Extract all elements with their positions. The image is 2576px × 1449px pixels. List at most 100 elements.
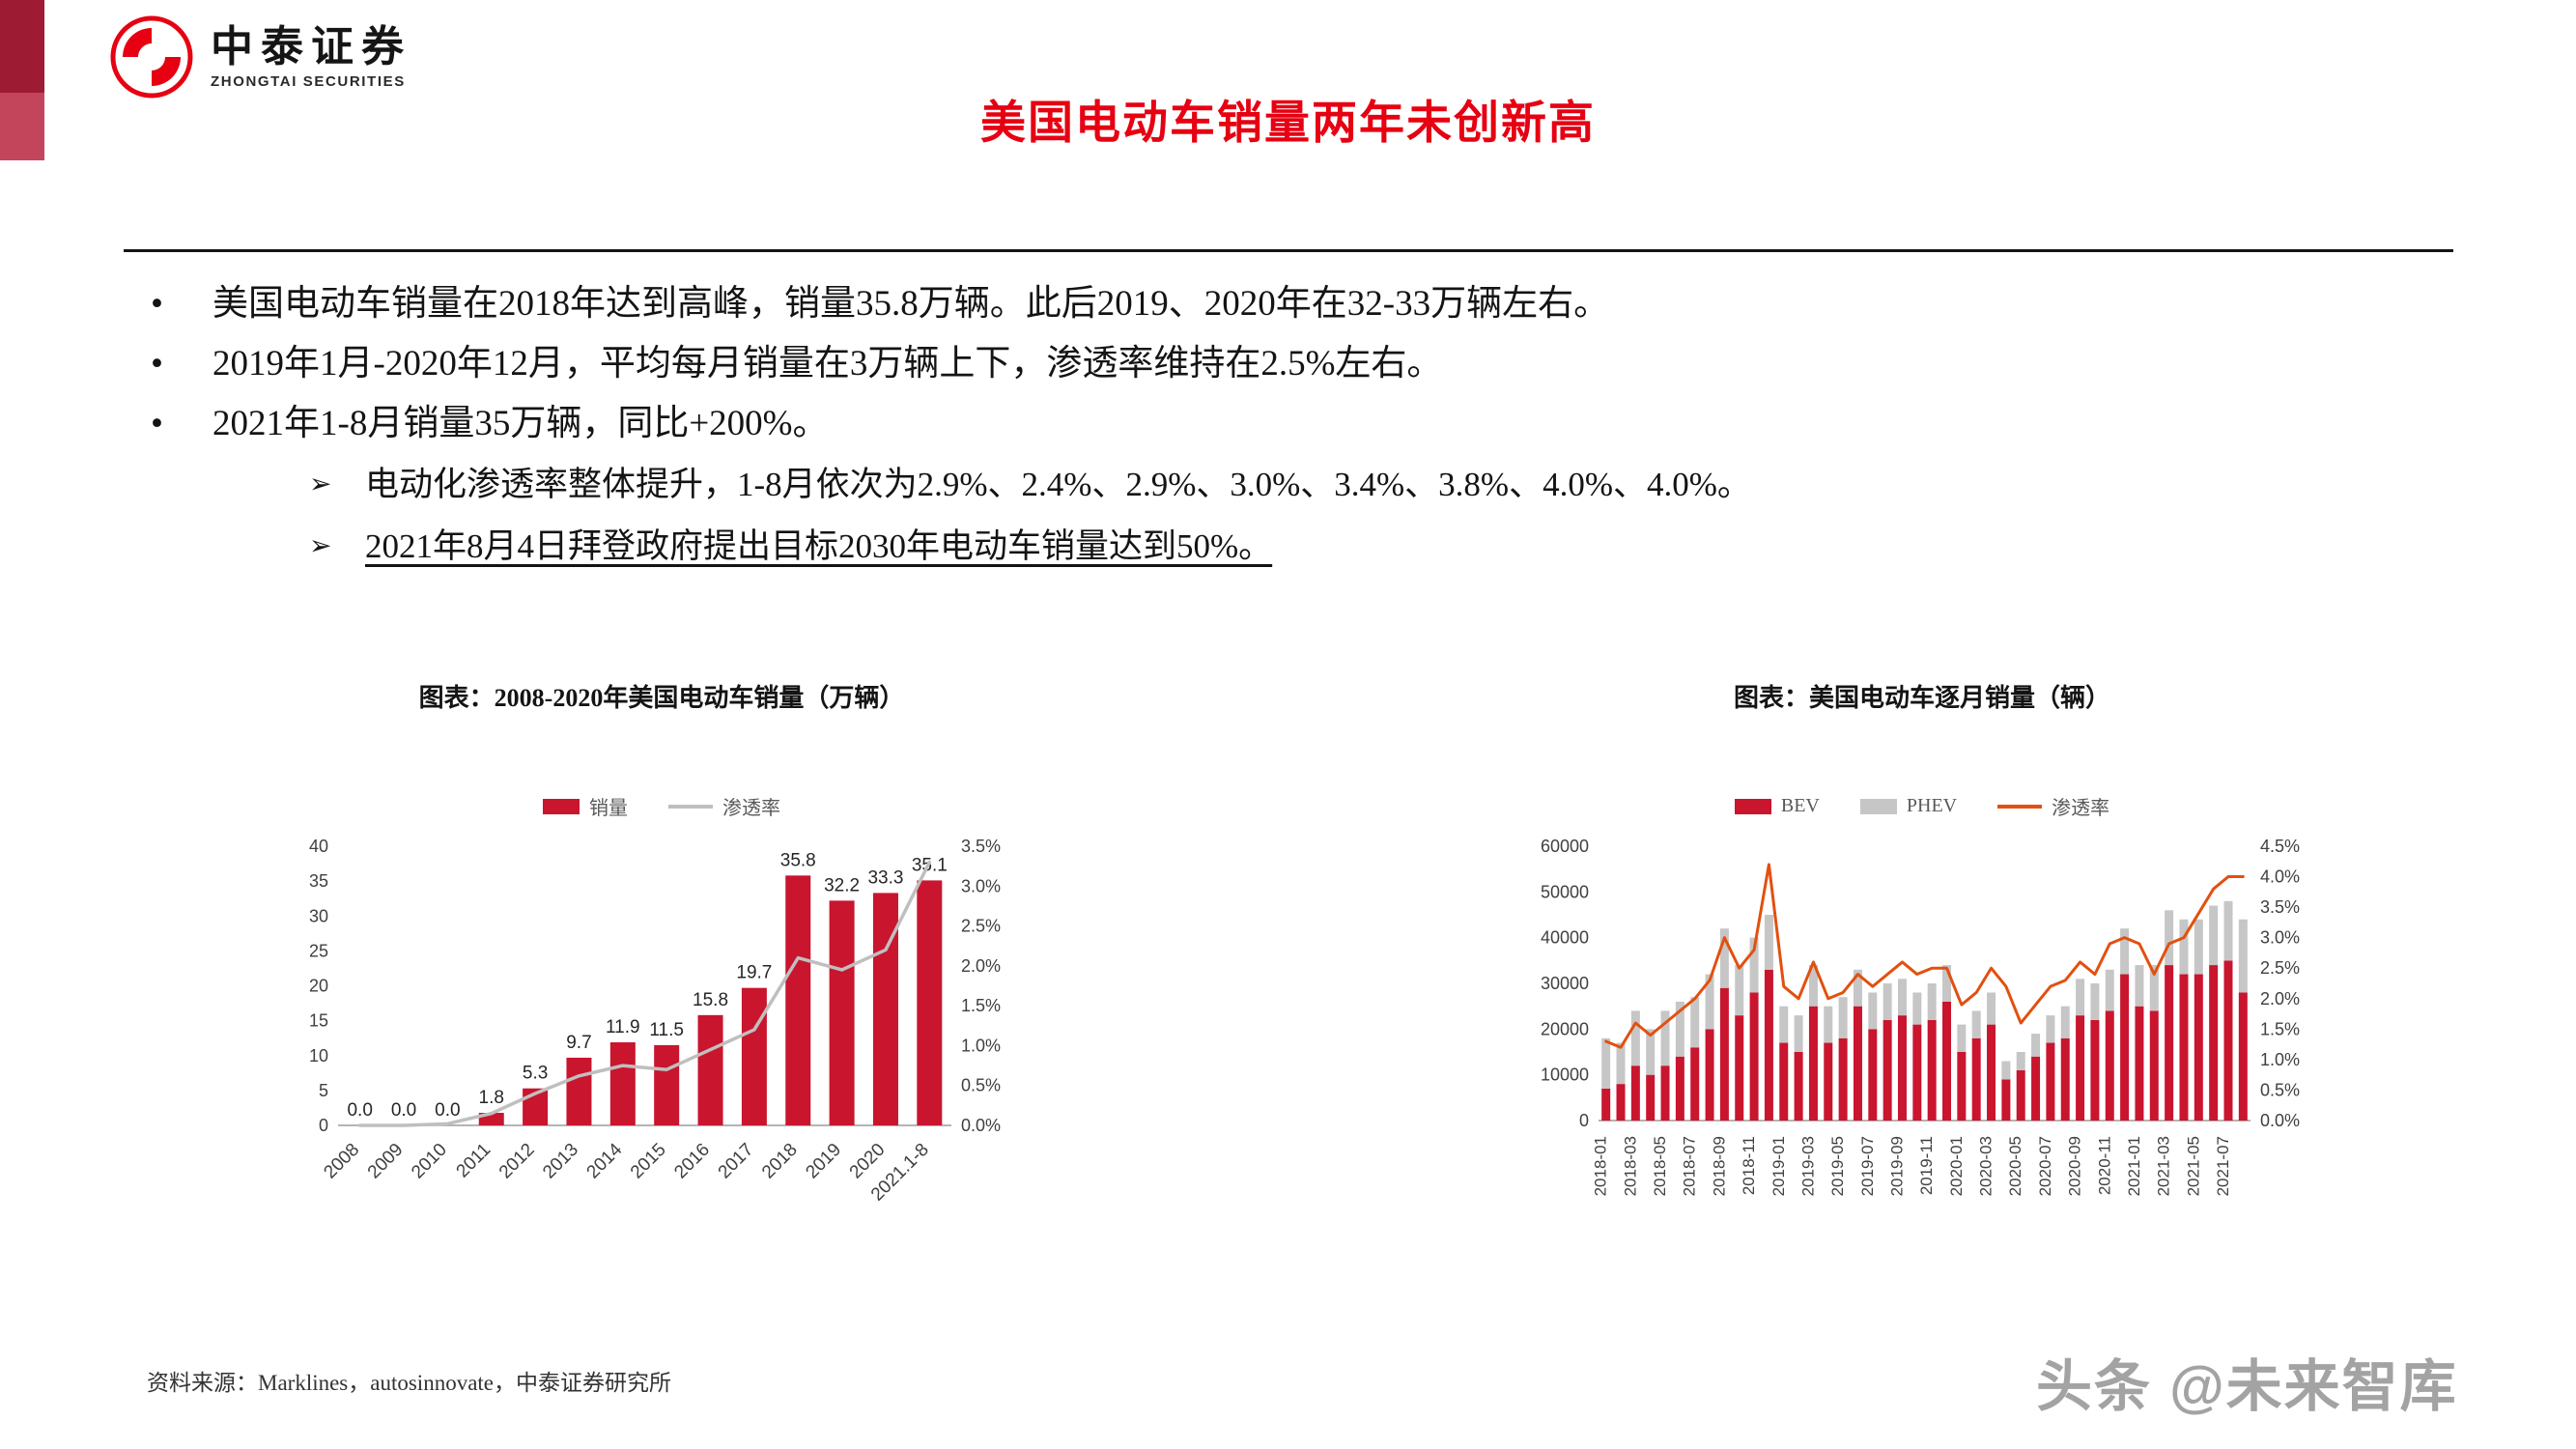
bar-BEV xyxy=(2238,992,2248,1121)
x-axis-tick-label: 2012 xyxy=(495,1140,539,1183)
bar-PHEV xyxy=(2076,979,2085,1016)
bar-PHEV xyxy=(1630,1010,1640,1066)
sub-bullet-text: 电动化渗透率整体提升，1-8月依次为2.9%、2.4%、2.9%、3.0%、3.… xyxy=(365,466,1751,503)
bar-PHEV xyxy=(2238,919,2248,993)
bar-PHEV xyxy=(1971,1010,1981,1038)
bar-销量 xyxy=(917,880,943,1125)
bar-BEV xyxy=(1749,992,1759,1121)
x-axis-tick-label: 2019 xyxy=(802,1140,845,1183)
bar-PHEV xyxy=(1882,983,1892,1020)
y-axis-left-tick-label: 0 xyxy=(319,1116,328,1135)
left-chart-title: 图表：2008-2020年美国电动车销量（万辆） xyxy=(418,684,905,712)
bar-BEV xyxy=(1957,1052,1967,1121)
legend-swatch-line xyxy=(1997,804,2043,809)
x-axis-tick-label: 2020-03 xyxy=(1977,1136,1996,1196)
legend-item: PHEV xyxy=(1859,795,1957,817)
bar-BEV xyxy=(1690,1047,1700,1121)
bar-BEV xyxy=(2179,974,2189,1121)
bar-PHEV xyxy=(1779,1006,1789,1043)
y-axis-left-tick-label: 25 xyxy=(309,941,328,960)
source-note: 资料来源：Marklines，autosinnovate，中泰证券研究所 xyxy=(147,1371,672,1395)
bar-PHEV xyxy=(1912,992,1922,1025)
bar-BEV xyxy=(1764,969,1773,1121)
left-accent-bar-light xyxy=(0,93,44,160)
watermark: 头条 @未来智库 xyxy=(2036,1355,2458,1418)
bar-BEV xyxy=(2149,1010,2159,1121)
x-axis-tick-label: 2010 xyxy=(408,1140,451,1183)
y-axis-left-tick-label: 20 xyxy=(309,977,328,996)
bar-BEV xyxy=(2120,974,2130,1121)
y-axis-right-tick-label: 1.5% xyxy=(961,996,1001,1015)
x-axis-tick-label: 2013 xyxy=(539,1140,582,1183)
y-axis-right-tick-label: 1.0% xyxy=(2260,1050,2300,1069)
legend-label: 销量 xyxy=(589,798,628,819)
bar-BEV xyxy=(2090,1019,2100,1121)
bar-value-label: 11.5 xyxy=(649,1020,684,1040)
page-title: 美国电动车销量两年未创新高 xyxy=(980,99,1596,149)
bar-PHEV xyxy=(2223,900,2233,961)
bar-BEV xyxy=(2165,965,2174,1121)
bar-PHEV xyxy=(1705,974,1714,1030)
y-axis-right-tick-label: 1.0% xyxy=(961,1036,1001,1055)
brand-name-en: ZHONGTAI SECURITIES xyxy=(211,73,406,91)
x-axis-tick-label: 2020-11 xyxy=(2095,1136,2113,1195)
y-axis-left-tick-label: 10 xyxy=(309,1046,328,1065)
y-axis-right-tick-label: 2.5% xyxy=(2260,958,2300,978)
bar-BEV xyxy=(1838,1037,1848,1121)
bar-BEV xyxy=(1942,1001,1952,1121)
y-axis-left-tick-label: 30000 xyxy=(1541,974,1589,993)
bar-value-label: 0.0 xyxy=(391,1100,416,1121)
x-axis-tick-label: 2018-07 xyxy=(1681,1136,1699,1196)
x-axis-tick-label: 2021-07 xyxy=(2214,1136,2232,1196)
x-axis-tick-label: 2019-07 xyxy=(1858,1136,1877,1196)
bar-BEV xyxy=(2060,1037,2070,1121)
bar-PHEV xyxy=(1675,1001,1684,1057)
trend-line-渗透率 xyxy=(357,860,932,1127)
bar-销量 xyxy=(654,1044,680,1125)
bar-BEV xyxy=(1987,1024,1996,1121)
bar-value-label: 0.0 xyxy=(347,1100,372,1121)
legend-swatch-bar xyxy=(543,798,580,814)
bar-PHEV xyxy=(2090,983,2100,1020)
bar-BEV xyxy=(1616,1084,1626,1121)
sub-bullet-item: ➢ 2021年8月4日拜登政府提出目标2030年电动车销量达到50%。 xyxy=(309,516,2442,578)
bar-BEV xyxy=(1705,1029,1714,1121)
zhongtai-emblem-icon xyxy=(110,15,193,99)
y-axis-left-tick-label: 0 xyxy=(1579,1111,1589,1130)
bullet-list: • 美国电动车销量在2018年达到高峰，销量35.8万辆。此后2019、2020年… xyxy=(143,274,2442,578)
y-axis-right-tick-label: 0.0% xyxy=(961,1116,1001,1135)
x-axis-tick-label: 2017 xyxy=(715,1140,758,1183)
legend-item: 渗透率 xyxy=(668,792,780,820)
left-chart: 0 5 10 15 20 25 30 35 40 0.0% 0.5% 1.0% 1.5% 2.0% 2.5%… xyxy=(309,837,1001,1206)
bar-PHEV xyxy=(2060,1006,2070,1038)
bar-BEV xyxy=(1719,987,1729,1121)
bar-PHEV xyxy=(2016,1052,2025,1070)
bullet-marker: • xyxy=(151,404,163,443)
x-axis-tick-label: 2020-05 xyxy=(2006,1136,2024,1196)
legend-item: 渗透率 xyxy=(1997,792,2109,820)
bar-value-label: 5.3 xyxy=(523,1064,548,1084)
y-axis-left-tick-label: 60000 xyxy=(1541,837,1589,856)
x-axis-tick-label: 2020-09 xyxy=(2066,1136,2084,1196)
bar-BEV xyxy=(2209,965,2219,1121)
x-axis-tick-label: 2019-01 xyxy=(1769,1136,1788,1196)
x-axis-tick-label: 2009 xyxy=(364,1140,408,1183)
bar-BEV xyxy=(1601,1088,1611,1121)
bar-PHEV xyxy=(1853,969,1862,1007)
bar-PHEV xyxy=(1749,937,1759,993)
bar-PHEV xyxy=(1897,979,1907,1016)
bar-value-label: 9.7 xyxy=(566,1033,591,1053)
legend-item: 销量 xyxy=(543,792,628,820)
bar-销量 xyxy=(609,1042,636,1125)
y-axis-right-tick-label: 3.0% xyxy=(2260,928,2300,948)
legend-swatch-bar xyxy=(1859,798,1897,814)
bar-value-label: 15.8 xyxy=(693,990,728,1010)
bar-销量 xyxy=(741,987,767,1125)
bar-PHEV xyxy=(1957,1024,1967,1052)
bullet-text: 2019年1月-2020年12月，平均每月销量在3万辆上下，渗透率维持在2.5%… xyxy=(212,344,1443,384)
bar-BEV xyxy=(2105,1010,2114,1121)
legend-swatch-line xyxy=(668,804,713,809)
sub-bullet-item: ➢ 电动化渗透率整体提升，1-8月依次为2.9%、2.4%、2.9%、3.0%、3… xyxy=(309,454,2442,516)
x-axis-tick-label: 2008 xyxy=(320,1140,363,1183)
right-chart-title: 图表：美国电动车逐月销量（辆） xyxy=(1733,684,2110,712)
